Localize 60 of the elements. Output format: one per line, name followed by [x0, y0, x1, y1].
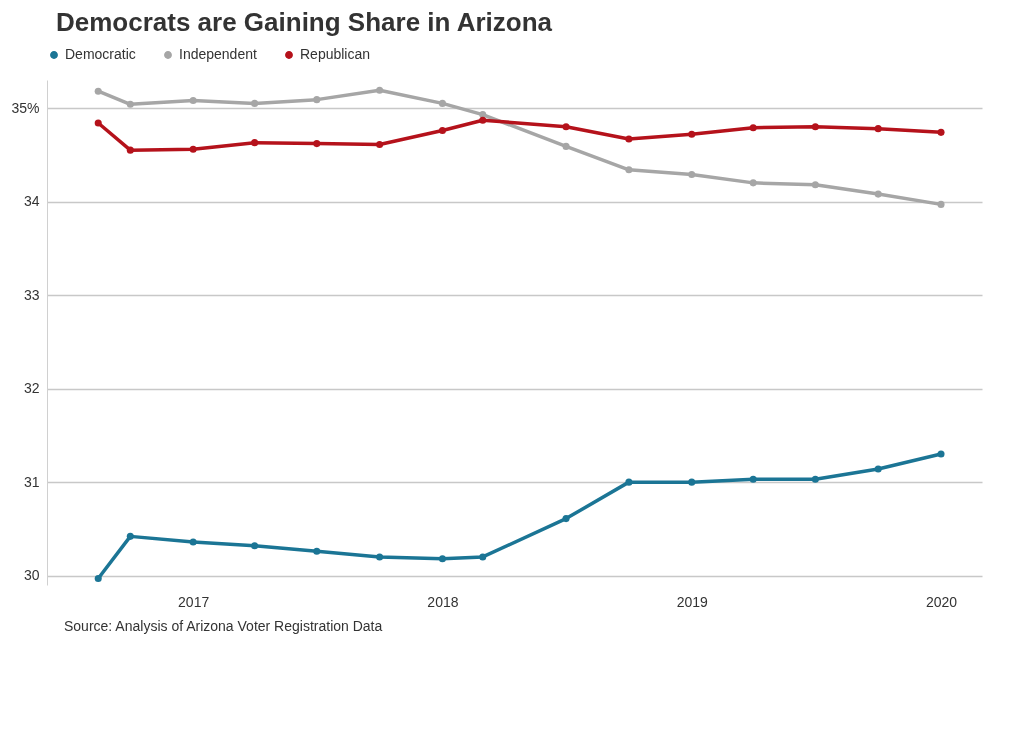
point	[937, 128, 945, 136]
point	[874, 465, 882, 473]
x-tick-label: 2018	[427, 593, 459, 610]
point	[874, 190, 882, 198]
point	[479, 111, 487, 119]
point	[376, 553, 384, 561]
point	[562, 515, 570, 523]
point	[625, 478, 633, 486]
point	[189, 145, 197, 153]
point	[438, 99, 446, 107]
point	[749, 124, 757, 132]
y-tick-label: 33	[23, 286, 40, 303]
x-tick-label: 2017	[178, 593, 210, 610]
point	[251, 139, 259, 147]
y-tick-label: 35%	[11, 99, 40, 116]
point	[937, 450, 945, 458]
point	[251, 99, 259, 107]
point	[562, 142, 570, 150]
point	[688, 478, 696, 486]
point	[625, 166, 633, 174]
legend-label: Independent	[179, 46, 257, 62]
point	[94, 119, 102, 127]
point	[688, 130, 696, 138]
point	[438, 126, 446, 135]
point	[313, 140, 321, 148]
chart-title: Democrats are Gaining Share in Arizona	[55, 7, 553, 37]
y-tick-label: 30	[23, 567, 40, 584]
point	[189, 97, 197, 105]
point	[189, 538, 197, 546]
x-tick-label: 2019	[676, 593, 709, 610]
point	[376, 141, 384, 149]
point	[811, 181, 819, 189]
legend-label: Democratic	[65, 46, 136, 62]
point	[562, 123, 570, 131]
point	[313, 547, 321, 555]
x-tick-label: 2020	[925, 593, 958, 610]
point	[126, 146, 134, 154]
point	[438, 555, 446, 563]
point	[937, 200, 945, 208]
point	[749, 179, 757, 187]
point	[94, 574, 102, 582]
point	[749, 475, 757, 483]
point	[479, 116, 487, 124]
y-tick-label: 34	[23, 193, 40, 210]
point	[811, 475, 819, 483]
point	[811, 123, 819, 131]
point	[376, 86, 384, 94]
point	[874, 125, 882, 133]
source-note: Source: Analysis of Arizona Voter Registration Data	[64, 618, 384, 634]
point	[313, 96, 321, 104]
y-tick-label: 32	[23, 380, 40, 397]
legend-label: Republican	[300, 46, 371, 62]
point	[251, 542, 259, 550]
point	[126, 532, 134, 540]
point	[479, 553, 487, 561]
point	[625, 135, 633, 143]
y-tick-label: 31	[23, 473, 40, 490]
point	[126, 100, 134, 108]
point	[94, 87, 102, 95]
point	[688, 170, 696, 178]
